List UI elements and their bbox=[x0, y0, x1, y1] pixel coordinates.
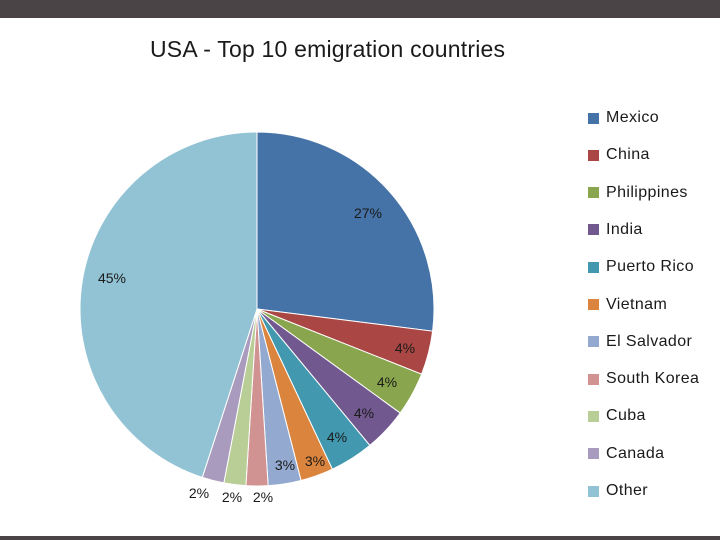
legend-swatch bbox=[588, 485, 599, 497]
data-label-china: 4% bbox=[395, 340, 415, 356]
data-label-vietnam: 3% bbox=[305, 453, 325, 469]
legend-label: El Salvador bbox=[606, 332, 693, 350]
legend-item-china: China bbox=[588, 144, 650, 166]
legend-label: Vietnam bbox=[606, 295, 668, 313]
legend-item-philippines: Philippines bbox=[588, 182, 688, 204]
legend-swatch bbox=[588, 448, 599, 460]
bottom-border bbox=[0, 536, 720, 540]
pie-slice-other bbox=[79, 131, 258, 478]
legend-item-south-korea: South Korea bbox=[588, 368, 699, 390]
legend-label: Puerto Rico bbox=[606, 258, 694, 276]
data-label-other: 45% bbox=[98, 270, 126, 286]
legend-label: Philippines bbox=[606, 183, 688, 201]
legend-item-vietnam: Vietnam bbox=[588, 294, 667, 316]
legend-label: Mexico bbox=[606, 109, 660, 126]
data-label-cuba: 2% bbox=[222, 489, 242, 505]
legend-label: South Korea bbox=[606, 370, 700, 388]
legend-swatch bbox=[588, 224, 599, 236]
legend-swatch bbox=[588, 261, 599, 273]
legend-item-canada: Canada bbox=[588, 443, 664, 465]
legend-label: Cuba bbox=[606, 407, 646, 425]
legend-swatch bbox=[588, 112, 599, 124]
legend-label: India bbox=[606, 220, 643, 238]
legend-item-mexico: Mexico bbox=[588, 107, 659, 129]
legend-label: Other bbox=[606, 482, 649, 499]
pie-slice-mexico bbox=[256, 131, 435, 332]
legend-label: China bbox=[606, 146, 650, 164]
legend-item-el-salvador: El Salvador bbox=[588, 331, 692, 353]
data-label-south-korea: 2% bbox=[253, 489, 273, 505]
legend-swatch bbox=[588, 299, 599, 310]
legend-swatch bbox=[588, 336, 599, 348]
legend-item-india: India bbox=[588, 219, 643, 241]
legend-swatch bbox=[588, 373, 599, 385]
legend-swatch bbox=[588, 410, 599, 422]
legend-swatch bbox=[588, 187, 599, 199]
legend-label: Canada bbox=[606, 444, 665, 462]
data-label-philippines: 4% bbox=[377, 374, 397, 390]
top-header-bar bbox=[0, 0, 720, 18]
data-label-puerto-rico: 4% bbox=[327, 429, 347, 445]
data-label-mexico: 27% bbox=[354, 205, 382, 221]
data-label-india: 4% bbox=[354, 405, 374, 421]
data-label-el-salvador: 3% bbox=[275, 457, 295, 473]
legend-item-other: Other bbox=[588, 480, 648, 502]
legend-item-puerto-rico: Puerto Rico bbox=[588, 256, 694, 278]
legend-item-cuba: Cuba bbox=[588, 405, 646, 427]
chart-title: USA - Top 10 emigration countries bbox=[150, 36, 506, 62]
legend-swatch bbox=[588, 149, 599, 161]
data-label-canada: 2% bbox=[189, 485, 209, 501]
